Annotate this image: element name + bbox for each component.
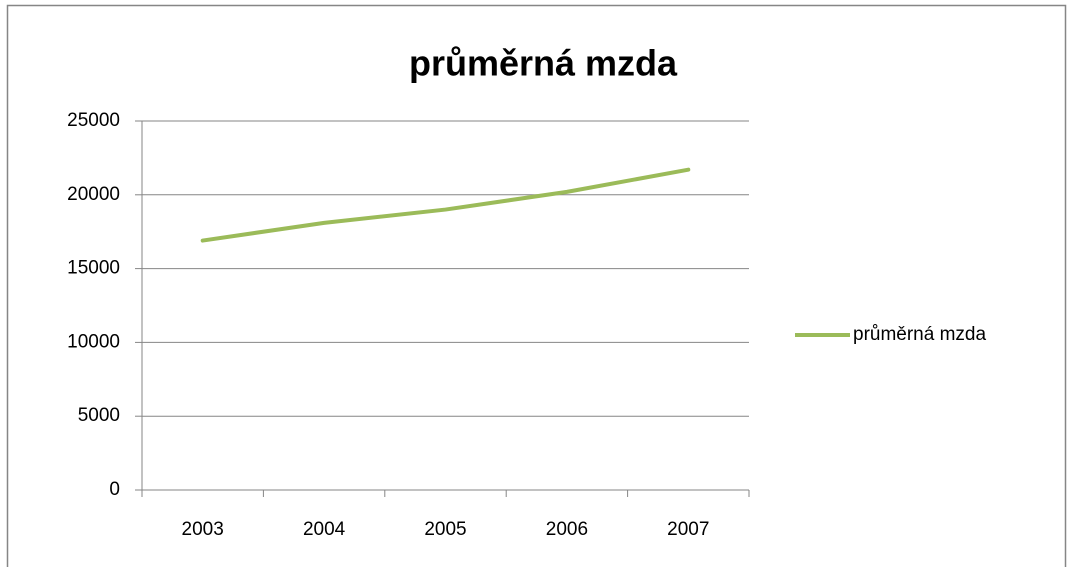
y-tick-label: 10000 (67, 331, 120, 352)
y-tick-label: 0 (109, 479, 120, 500)
x-tick-label: 2007 (667, 519, 709, 540)
y-tick-label: 20000 (67, 184, 120, 205)
series-line (200, 167, 691, 243)
y-tick-label: 15000 (67, 258, 120, 279)
x-tick-label: 2005 (424, 519, 466, 540)
y-tick-label: 5000 (78, 405, 120, 426)
legend-label: průměrná mzda (853, 324, 986, 345)
x-tick-label: 2004 (303, 519, 346, 540)
chart-frame (6, 4, 1067, 567)
chart-title: průměrná mzda (409, 43, 678, 84)
y-tick-label: 25000 (67, 110, 120, 131)
x-tick-label: 2003 (182, 519, 224, 540)
x-tick-label: 2006 (546, 519, 588, 540)
